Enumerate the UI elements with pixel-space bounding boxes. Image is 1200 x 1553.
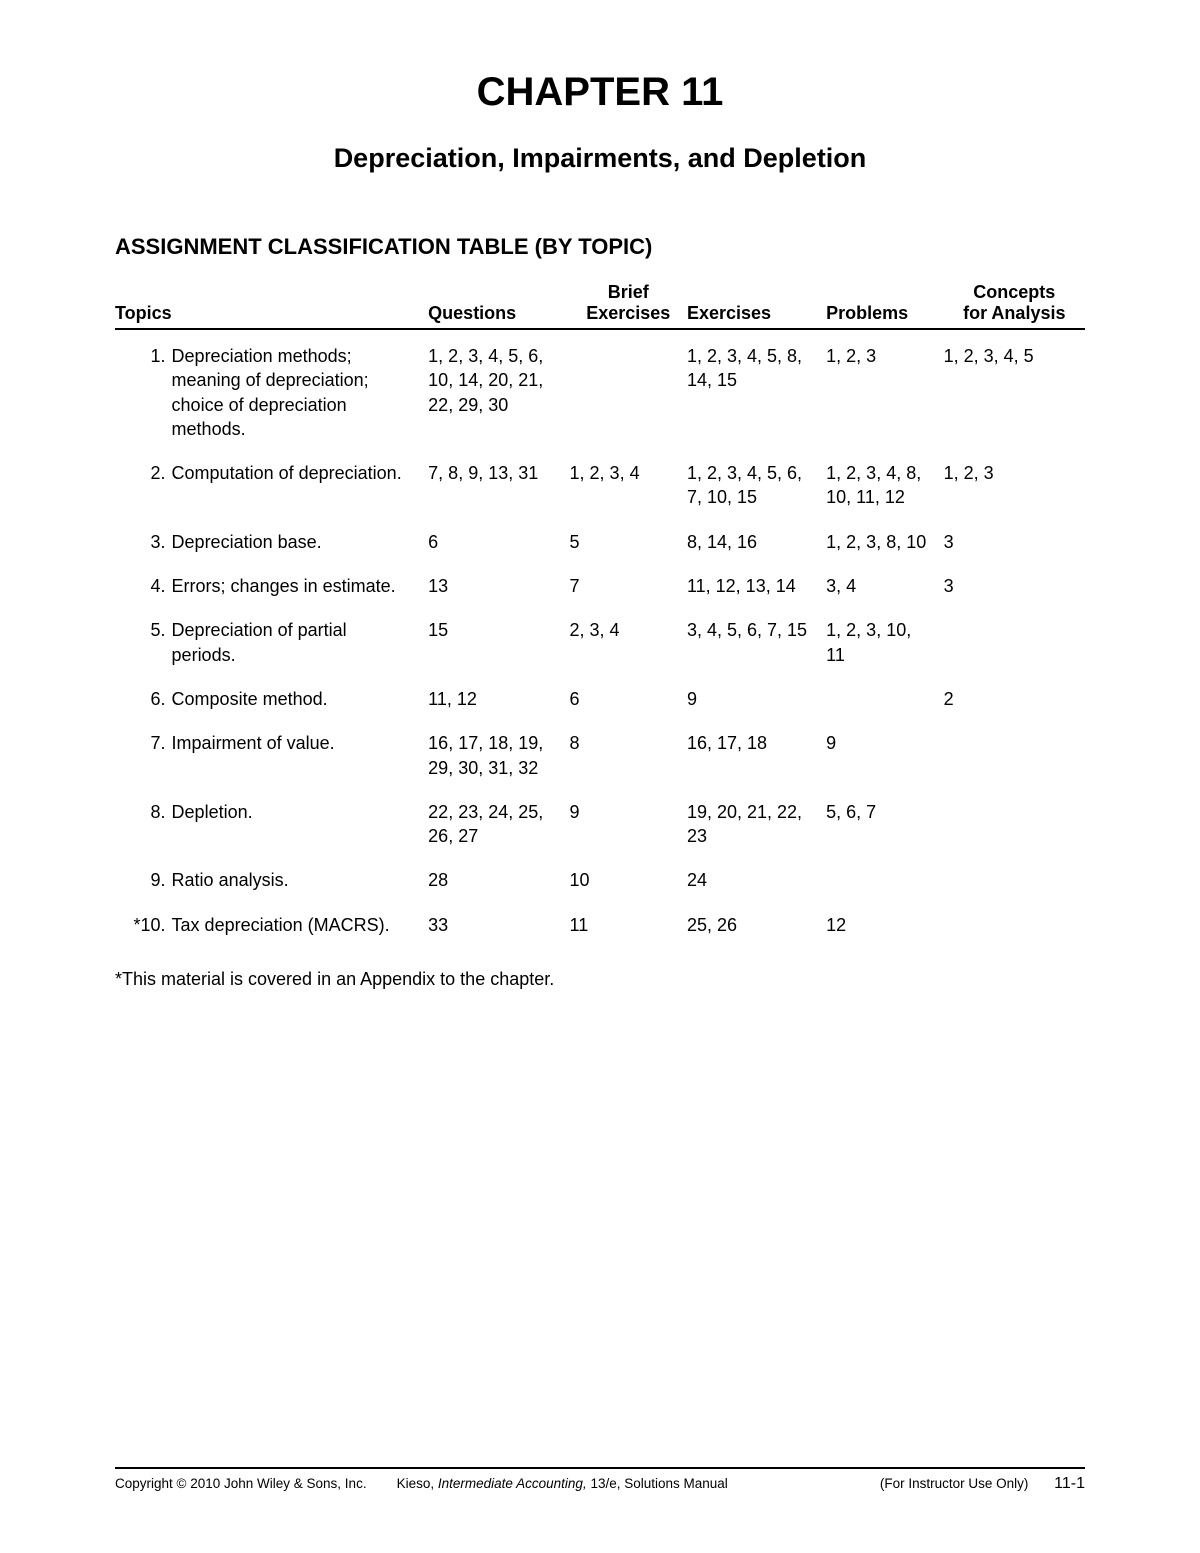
row-number: 1. bbox=[115, 329, 172, 447]
row-exercises: 19, 20, 21, 22, 23 bbox=[687, 786, 826, 855]
table-row: 8.Depletion.22, 23, 24, 25, 26, 27919, 2… bbox=[115, 786, 1085, 855]
row-concepts bbox=[944, 786, 1085, 855]
row-brief-exercises: 1, 2, 3, 4 bbox=[570, 447, 687, 516]
row-concepts: 1, 2, 3 bbox=[944, 447, 1085, 516]
row-problems: 3, 4 bbox=[826, 560, 943, 604]
row-problems bbox=[826, 854, 943, 898]
row-number: 2. bbox=[115, 447, 172, 516]
row-questions: 16, 17, 18, 19, 29, 30, 31, 32 bbox=[428, 717, 569, 786]
row-topic: Impairment of value. bbox=[172, 717, 429, 786]
table-row: 2.Computation of depreciation.7, 8, 9, 1… bbox=[115, 447, 1085, 516]
chapter-subtitle: Depreciation, Impairments, and Depletion bbox=[115, 143, 1085, 174]
col-header-exercises: Exercises bbox=[687, 282, 826, 329]
row-concepts bbox=[944, 854, 1085, 898]
row-brief-exercises: 11 bbox=[570, 899, 687, 943]
row-concepts: 3 bbox=[944, 560, 1085, 604]
row-concepts bbox=[944, 604, 1085, 673]
row-topic: Tax depreciation (MACRS). bbox=[172, 899, 429, 943]
page-footer: Copyright © 2010 John Wiley & Sons, Inc.… bbox=[115, 1467, 1085, 1493]
row-topic: Composite method. bbox=[172, 673, 429, 717]
section-title: ASSIGNMENT CLASSIFICATION TABLE (BY TOPI… bbox=[115, 234, 1085, 260]
row-questions: 28 bbox=[428, 854, 569, 898]
row-brief-exercises: 8 bbox=[570, 717, 687, 786]
row-topic: Depreciation base. bbox=[172, 516, 429, 560]
row-problems: 1, 2, 3 bbox=[826, 329, 943, 447]
footer-right: (For Instructor Use Only) 11-1 bbox=[880, 1475, 1085, 1493]
table-row: 6.Composite method.11, 1269 2 bbox=[115, 673, 1085, 717]
page-number: 11-1 bbox=[1054, 1475, 1085, 1492]
row-questions: 22, 23, 24, 25, 26, 27 bbox=[428, 786, 569, 855]
row-questions: 13 bbox=[428, 560, 569, 604]
row-brief-exercises: 7 bbox=[570, 560, 687, 604]
row-problems bbox=[826, 673, 943, 717]
col-header-topics: Topics bbox=[115, 282, 428, 329]
row-exercises: 16, 17, 18 bbox=[687, 717, 826, 786]
row-questions: 7, 8, 9, 13, 31 bbox=[428, 447, 569, 516]
table-row: 3.Depreciation base.658, 14, 161, 2, 3, … bbox=[115, 516, 1085, 560]
row-number: 4. bbox=[115, 560, 172, 604]
table-row: 4.Errors; changes in estimate.13711, 12,… bbox=[115, 560, 1085, 604]
row-number: 9. bbox=[115, 854, 172, 898]
footer-copyright: Copyright © 2010 John Wiley & Sons, Inc. bbox=[115, 1476, 367, 1491]
row-topic: Depletion. bbox=[172, 786, 429, 855]
row-concepts: 1, 2, 3, 4, 5 bbox=[944, 329, 1085, 447]
row-concepts bbox=[944, 899, 1085, 943]
row-questions: 33 bbox=[428, 899, 569, 943]
row-brief-exercises: 10 bbox=[570, 854, 687, 898]
row-problems: 1, 2, 3, 10, 11 bbox=[826, 604, 943, 673]
table-row: *10.Tax depreciation (MACRS).331125, 261… bbox=[115, 899, 1085, 943]
row-exercises: 25, 26 bbox=[687, 899, 826, 943]
row-questions: 6 bbox=[428, 516, 569, 560]
row-brief-exercises: 9 bbox=[570, 786, 687, 855]
row-topic: Computation of depreciation. bbox=[172, 447, 429, 516]
table-row: 9.Ratio analysis.281024 bbox=[115, 854, 1085, 898]
row-number: 7. bbox=[115, 717, 172, 786]
row-concepts: 2 bbox=[944, 673, 1085, 717]
table-row: 5.Depreciation of partial periods.152, 3… bbox=[115, 604, 1085, 673]
row-exercises: 24 bbox=[687, 854, 826, 898]
row-topic: Errors; changes in estimate. bbox=[172, 560, 429, 604]
row-problems: 12 bbox=[826, 899, 943, 943]
col-header-questions: Questions bbox=[428, 282, 569, 329]
row-exercises: 9 bbox=[687, 673, 826, 717]
row-questions: 11, 12 bbox=[428, 673, 569, 717]
row-exercises: 1, 2, 3, 4, 5, 6, 7, 10, 15 bbox=[687, 447, 826, 516]
appendix-footnote: *This material is covered in an Appendix… bbox=[115, 969, 1085, 990]
table-row: 7.Impairment of value.16, 17, 18, 19, 29… bbox=[115, 717, 1085, 786]
row-questions: 15 bbox=[428, 604, 569, 673]
col-header-brief-exercises: Brief Exercises bbox=[570, 282, 687, 329]
row-problems: 1, 2, 3, 4, 8, 10, 11, 12 bbox=[826, 447, 943, 516]
col-header-concepts: Concepts for Analysis bbox=[944, 282, 1085, 329]
row-topic: Depreciation of partial periods. bbox=[172, 604, 429, 673]
row-problems: 5, 6, 7 bbox=[826, 786, 943, 855]
row-number: 8. bbox=[115, 786, 172, 855]
footer-source: Kieso, Intermediate Accounting, 13/e, So… bbox=[367, 1476, 880, 1491]
table-row: 1.Depreciation methods; meaning of depre… bbox=[115, 329, 1085, 447]
row-topic: Depreciation methods; meaning of depreci… bbox=[172, 329, 429, 447]
row-exercises: 8, 14, 16 bbox=[687, 516, 826, 560]
row-brief-exercises: 2, 3, 4 bbox=[570, 604, 687, 673]
row-brief-exercises: 6 bbox=[570, 673, 687, 717]
row-concepts bbox=[944, 717, 1085, 786]
row-exercises: 3, 4, 5, 6, 7, 15 bbox=[687, 604, 826, 673]
chapter-title: CHAPTER 11 bbox=[115, 70, 1085, 115]
row-questions: 1, 2, 3, 4, 5, 6, 10, 14, 20, 21, 22, 29… bbox=[428, 329, 569, 447]
row-number: 5. bbox=[115, 604, 172, 673]
row-brief-exercises bbox=[570, 329, 687, 447]
col-header-problems: Problems bbox=[826, 282, 943, 329]
row-number: 3. bbox=[115, 516, 172, 560]
row-problems: 1, 2, 3, 8, 10 bbox=[826, 516, 943, 560]
row-concepts: 3 bbox=[944, 516, 1085, 560]
row-number: 6. bbox=[115, 673, 172, 717]
assignment-table: Topics Questions Brief Exercises Exercis… bbox=[115, 282, 1085, 943]
row-brief-exercises: 5 bbox=[570, 516, 687, 560]
row-problems: 9 bbox=[826, 717, 943, 786]
row-number: *10. bbox=[115, 899, 172, 943]
row-exercises: 11, 12, 13, 14 bbox=[687, 560, 826, 604]
row-exercises: 1, 2, 3, 4, 5, 8, 14, 15 bbox=[687, 329, 826, 447]
row-topic: Ratio analysis. bbox=[172, 854, 429, 898]
